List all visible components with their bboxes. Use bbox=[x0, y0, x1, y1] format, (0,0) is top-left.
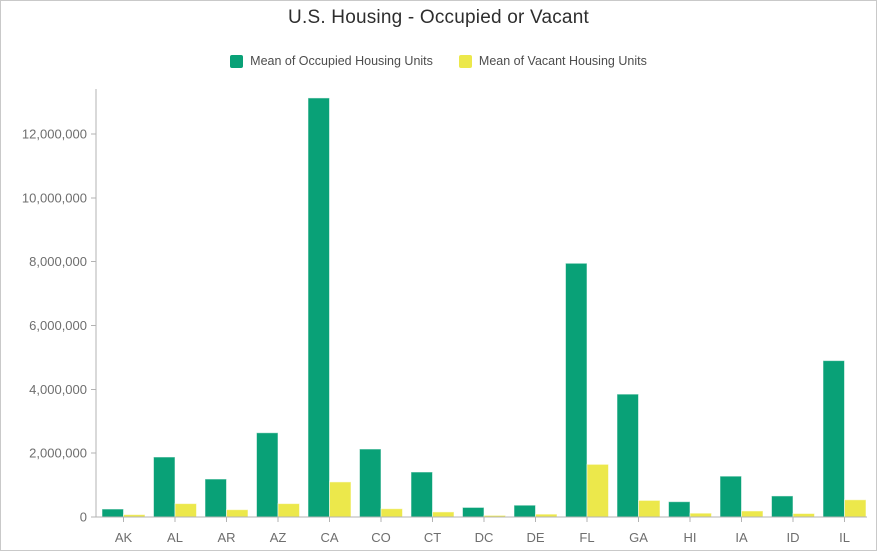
legend-swatch-icon bbox=[230, 54, 244, 68]
bar-GA-vacant[interactable] bbox=[638, 499, 661, 518]
bar-DE-occupied[interactable] bbox=[513, 504, 536, 518]
y-tick-label: 12,000,000 bbox=[22, 127, 87, 142]
x-tick-label-DC: DC bbox=[475, 530, 494, 545]
x-tick-label-AL: AL bbox=[167, 530, 183, 545]
x-tick-label-AZ: AZ bbox=[270, 530, 287, 545]
bar-AR-vacant[interactable] bbox=[226, 509, 249, 518]
x-tick-label-AR: AR bbox=[217, 530, 235, 545]
x-tick-label-IL: IL bbox=[839, 530, 850, 545]
bar-CA-occupied[interactable] bbox=[307, 97, 330, 518]
legend-label: Mean of Vacant Housing Units bbox=[478, 54, 647, 68]
x-tick-label-IA: IA bbox=[735, 530, 748, 545]
x-tick-label-CA: CA bbox=[320, 530, 338, 545]
bar-GA-occupied[interactable] bbox=[616, 393, 639, 518]
bar-AZ-vacant[interactable] bbox=[277, 503, 300, 518]
legend-swatch-icon bbox=[458, 54, 472, 68]
x-tick-label-HI: HI bbox=[684, 530, 697, 545]
chart-title: U.S. Housing - Occupied or Vacant bbox=[288, 7, 589, 28]
bar-IA-occupied[interactable] bbox=[719, 475, 742, 518]
bar-IL-occupied[interactable] bbox=[822, 360, 845, 518]
bar-CO-vacant[interactable] bbox=[380, 508, 403, 518]
bar-IA-vacant[interactable] bbox=[741, 510, 764, 518]
y-tick-label: 8,000,000 bbox=[29, 254, 87, 269]
bar-FL-occupied[interactable] bbox=[565, 262, 588, 518]
bar-AR-occupied[interactable] bbox=[204, 478, 227, 518]
y-tick-label: 6,000,000 bbox=[29, 318, 87, 333]
x-tick-label-GA: GA bbox=[629, 530, 648, 545]
bar-CT-vacant[interactable] bbox=[432, 511, 455, 518]
bar-AZ-occupied[interactable] bbox=[256, 432, 279, 518]
y-tick-label: 0 bbox=[80, 510, 87, 525]
bar-ID-occupied[interactable] bbox=[771, 495, 794, 518]
y-tick-label: 10,000,000 bbox=[22, 190, 87, 205]
legend-label: Mean of Occupied Housing Units bbox=[250, 54, 433, 68]
bar-HI-occupied[interactable] bbox=[668, 501, 691, 518]
y-tick-label: 4,000,000 bbox=[29, 382, 87, 397]
x-tick-label-CT: CT bbox=[424, 530, 441, 545]
x-tick-label-CO: CO bbox=[371, 530, 391, 545]
legend: Mean of Occupied Housing Units Mean of Va… bbox=[1, 54, 876, 68]
y-tick-label: 2,000,000 bbox=[29, 446, 87, 461]
bar-AK-occupied[interactable] bbox=[101, 508, 124, 518]
bar-CO-occupied[interactable] bbox=[359, 448, 382, 518]
bar-HI-vacant[interactable] bbox=[689, 512, 712, 518]
legend-item-vacant[interactable]: Mean of Vacant Housing Units bbox=[458, 54, 647, 68]
bar-AL-vacant[interactable] bbox=[174, 503, 197, 518]
bar-FL-vacant[interactable] bbox=[586, 463, 609, 518]
x-tick-label-DE: DE bbox=[526, 530, 544, 545]
bar-DC-occupied[interactable] bbox=[462, 506, 485, 518]
bar-ID-vacant[interactable] bbox=[792, 512, 815, 518]
x-tick-label-AK: AK bbox=[115, 530, 133, 545]
bar-CA-vacant[interactable] bbox=[329, 481, 352, 518]
x-tick-label-FL: FL bbox=[579, 530, 594, 545]
bar-IL-vacant[interactable] bbox=[844, 499, 867, 518]
bar-AL-occupied[interactable] bbox=[153, 456, 176, 518]
x-tick-label-ID: ID bbox=[787, 530, 800, 545]
legend-item-occupied[interactable]: Mean of Occupied Housing Units bbox=[230, 54, 433, 68]
bar-CT-occupied[interactable] bbox=[410, 471, 433, 518]
